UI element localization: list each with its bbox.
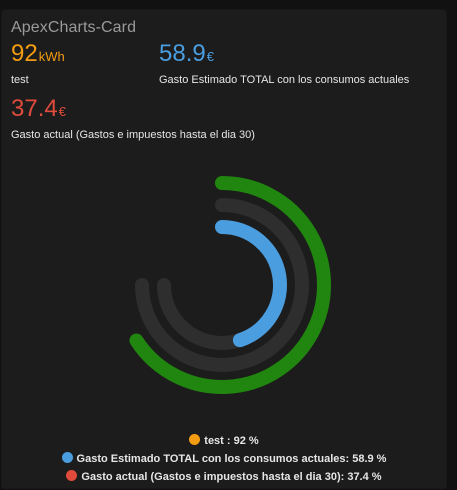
legend-item-test[interactable]: test : 92 % bbox=[2, 432, 446, 450]
header-value-number: 92 bbox=[11, 40, 38, 67]
legend-marker bbox=[61, 452, 73, 463]
header-item-gasto-actual: 37.4€ Gasto actual (Gastos e impuestos h… bbox=[11, 96, 255, 142]
header-label-gasto-actual: Gasto actual (Gastos e impuestos hasta e… bbox=[11, 129, 255, 141]
header-item-test: 92kWh test bbox=[11, 41, 65, 87]
header-value-number: 37.4 bbox=[11, 95, 58, 122]
legend-marker bbox=[189, 434, 201, 445]
header-value-gasto-actual: 37.4€ bbox=[11, 96, 255, 125]
header-label-gasto-estimado: Gasto Estimado TOTAL con los consumos ac… bbox=[159, 74, 410, 86]
legend-item-gasto-estimado[interactable]: Gasto Estimado TOTAL con los consumos ac… bbox=[2, 450, 446, 468]
legend-item-gasto-actual[interactable]: Gasto actual (Gastos e impuestos hasta e… bbox=[2, 468, 446, 486]
legend-label: Gasto Estimado TOTAL con los consumos ac… bbox=[76, 453, 387, 465]
legend-label: test : 92 % bbox=[204, 435, 259, 447]
radial-bar-chart bbox=[2, 10, 331, 394]
radial-track bbox=[135, 198, 309, 372]
apexcharts-card: ApexCharts-Card 92kWh test 58.9€ Gasto E… bbox=[2, 10, 446, 488]
card-title: ApexCharts-Card bbox=[11, 19, 137, 36]
legend-label: Gasto actual (Gastos e impuestos hasta e… bbox=[81, 471, 382, 483]
header-item-gasto-estimado: 58.9€ Gasto Estimado TOTAL con los consu… bbox=[159, 41, 410, 87]
header-value-number: 58.9 bbox=[159, 40, 206, 67]
header-value-gasto-estimado: 58.9€ bbox=[159, 41, 409, 70]
header-value-unit: € bbox=[206, 49, 214, 64]
chart-legend: test : 92 % Gasto Estimado TOTAL con los… bbox=[2, 432, 446, 486]
header-value-unit: kWh bbox=[38, 49, 65, 64]
header-value-test: 92kWh bbox=[11, 41, 65, 70]
legend-marker bbox=[66, 470, 78, 481]
header-label-test: test bbox=[11, 74, 29, 86]
header-value-unit: € bbox=[58, 104, 66, 119]
outer-ring-bar bbox=[129, 176, 331, 394]
radial-bar-gasto-estimado bbox=[215, 220, 287, 348]
